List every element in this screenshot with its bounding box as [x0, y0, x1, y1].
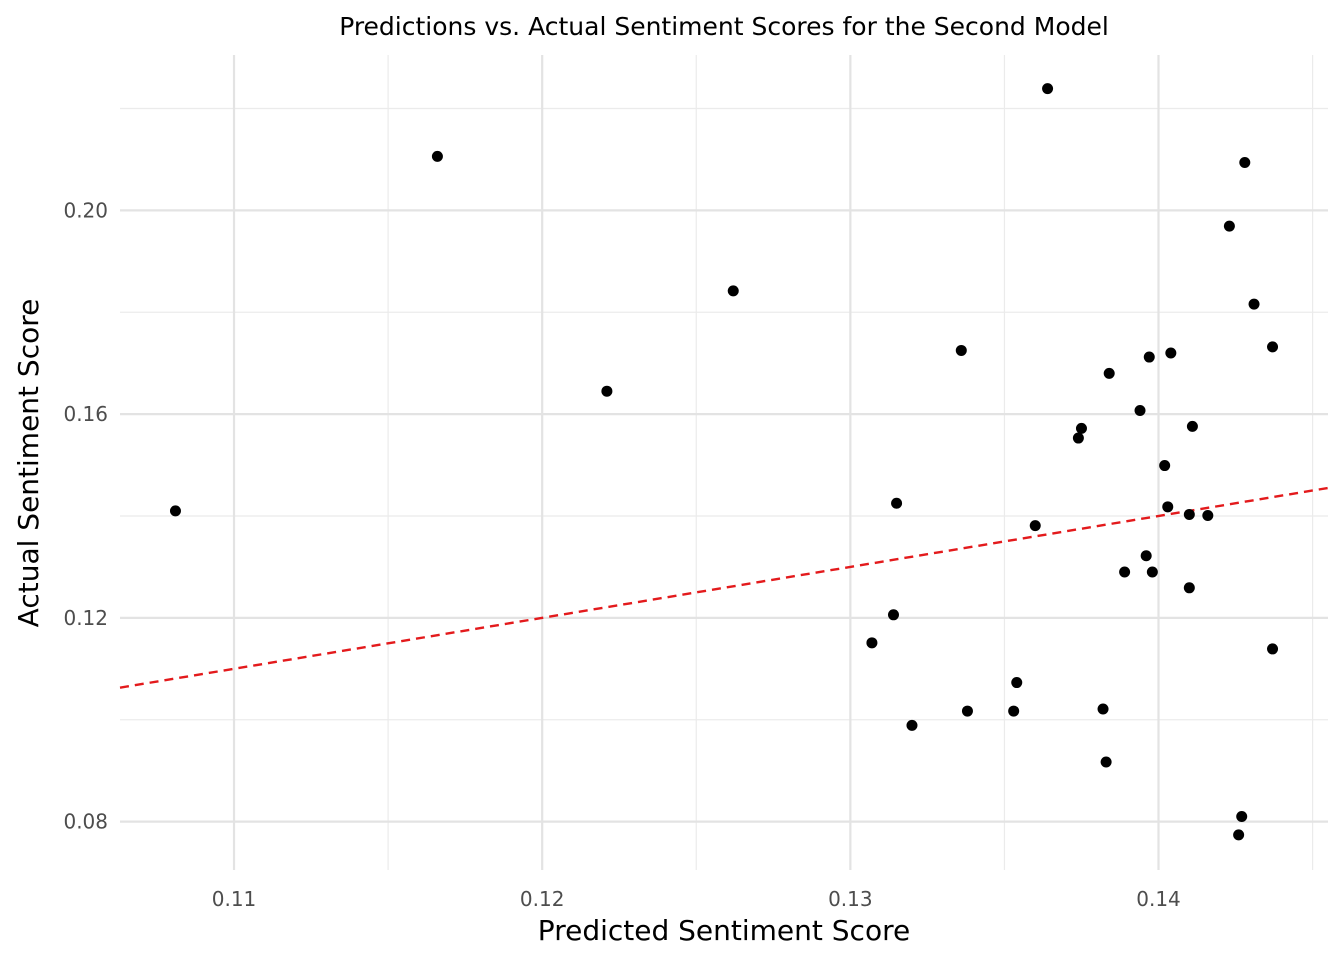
data-point — [601, 385, 613, 397]
data-point — [1100, 756, 1112, 768]
x-tick-label: 0.13 — [828, 887, 873, 911]
data-point — [1239, 156, 1251, 168]
data-point — [1267, 643, 1279, 655]
data-points — [169, 83, 1279, 841]
data-point — [1146, 566, 1158, 578]
data-point — [1165, 347, 1177, 359]
x-tick-label: 0.14 — [1136, 887, 1181, 911]
y-tick-label: 0.12 — [63, 606, 108, 630]
data-point — [906, 719, 918, 731]
data-point — [1248, 298, 1260, 310]
data-point — [1029, 520, 1041, 532]
data-point — [1159, 460, 1171, 472]
data-point — [169, 505, 181, 517]
data-point — [1223, 220, 1235, 232]
data-point — [1236, 811, 1248, 823]
data-point — [1233, 829, 1245, 841]
data-point — [1186, 420, 1198, 432]
major-gridlines — [120, 55, 1328, 870]
reference-line — [119, 486, 1329, 689]
y-tick-label: 0.08 — [63, 810, 108, 834]
chart-title: Predictions vs. Actual Sentiment Scores … — [339, 12, 1109, 41]
data-point — [1008, 705, 1020, 717]
data-point — [1011, 677, 1023, 689]
data-point — [1202, 509, 1214, 521]
data-point — [1267, 341, 1279, 353]
data-point — [1042, 83, 1054, 95]
data-point — [1103, 367, 1115, 379]
data-point — [866, 637, 878, 649]
data-point — [1162, 501, 1174, 513]
data-point — [1072, 432, 1084, 444]
data-point — [961, 705, 973, 717]
data-point — [1075, 422, 1087, 434]
minor-gridlines — [120, 55, 1328, 870]
data-point — [1134, 405, 1146, 417]
data-point — [1183, 508, 1195, 520]
data-point — [1143, 351, 1155, 363]
y-tick-label: 0.16 — [63, 402, 108, 426]
data-point — [1119, 566, 1131, 578]
data-point — [1183, 582, 1195, 594]
data-point — [887, 609, 899, 621]
x-axis-title: Predicted Sentiment Score — [538, 914, 910, 947]
reference-line-group — [119, 486, 1329, 689]
x-tick-label: 0.12 — [520, 887, 565, 911]
data-point — [955, 344, 967, 356]
y-axis-tick-labels: 0.08 0.12 0.16 0.20 — [63, 198, 108, 833]
data-point — [891, 497, 903, 509]
data-point — [1140, 550, 1152, 562]
x-axis-tick-labels: 0.11 0.12 0.13 0.14 — [212, 887, 1181, 911]
data-point — [431, 150, 443, 162]
y-tick-label: 0.20 — [63, 198, 108, 222]
data-point — [1097, 703, 1109, 715]
y-axis-title: Actual Sentiment Score — [12, 299, 45, 628]
data-point — [727, 285, 739, 297]
x-tick-label: 0.11 — [212, 887, 257, 911]
